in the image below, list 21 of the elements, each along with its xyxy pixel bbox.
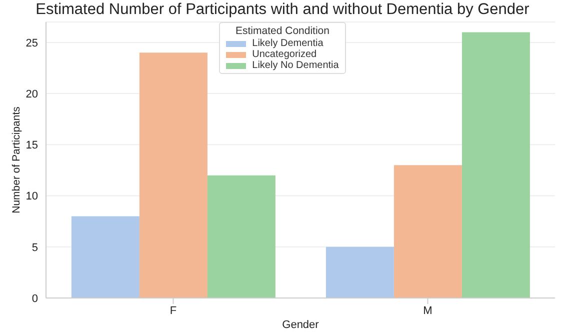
bar (139, 52, 208, 298)
chart-title: Estimated Number of Participants with and without Dementia by Gender (34, 1, 530, 19)
x-axis-title: Gender (282, 319, 320, 331)
x-tick-label: M (423, 304, 432, 317)
y-tick-label: 25 (26, 37, 38, 50)
y-axis-title: Number of Participants (10, 106, 23, 214)
y-tick-label: 20 (26, 88, 38, 100)
y-tick-label: 10 (26, 190, 38, 203)
legend-label: Likely No Dementia (251, 60, 339, 71)
bar (326, 246, 394, 298)
bar (207, 175, 276, 298)
legend-label: Uncategorized (251, 49, 318, 60)
legend-title: Estimated Condition (234, 25, 330, 37)
y-tick-label: 5 (32, 242, 38, 254)
legend-label: Likely Dementia (251, 38, 324, 49)
y-tick-label: 0 (32, 292, 38, 305)
y-tick-label: 15 (26, 140, 38, 152)
bar (462, 32, 530, 298)
x-tick-label: F (170, 304, 177, 317)
bar (394, 165, 462, 298)
bar (71, 216, 140, 298)
